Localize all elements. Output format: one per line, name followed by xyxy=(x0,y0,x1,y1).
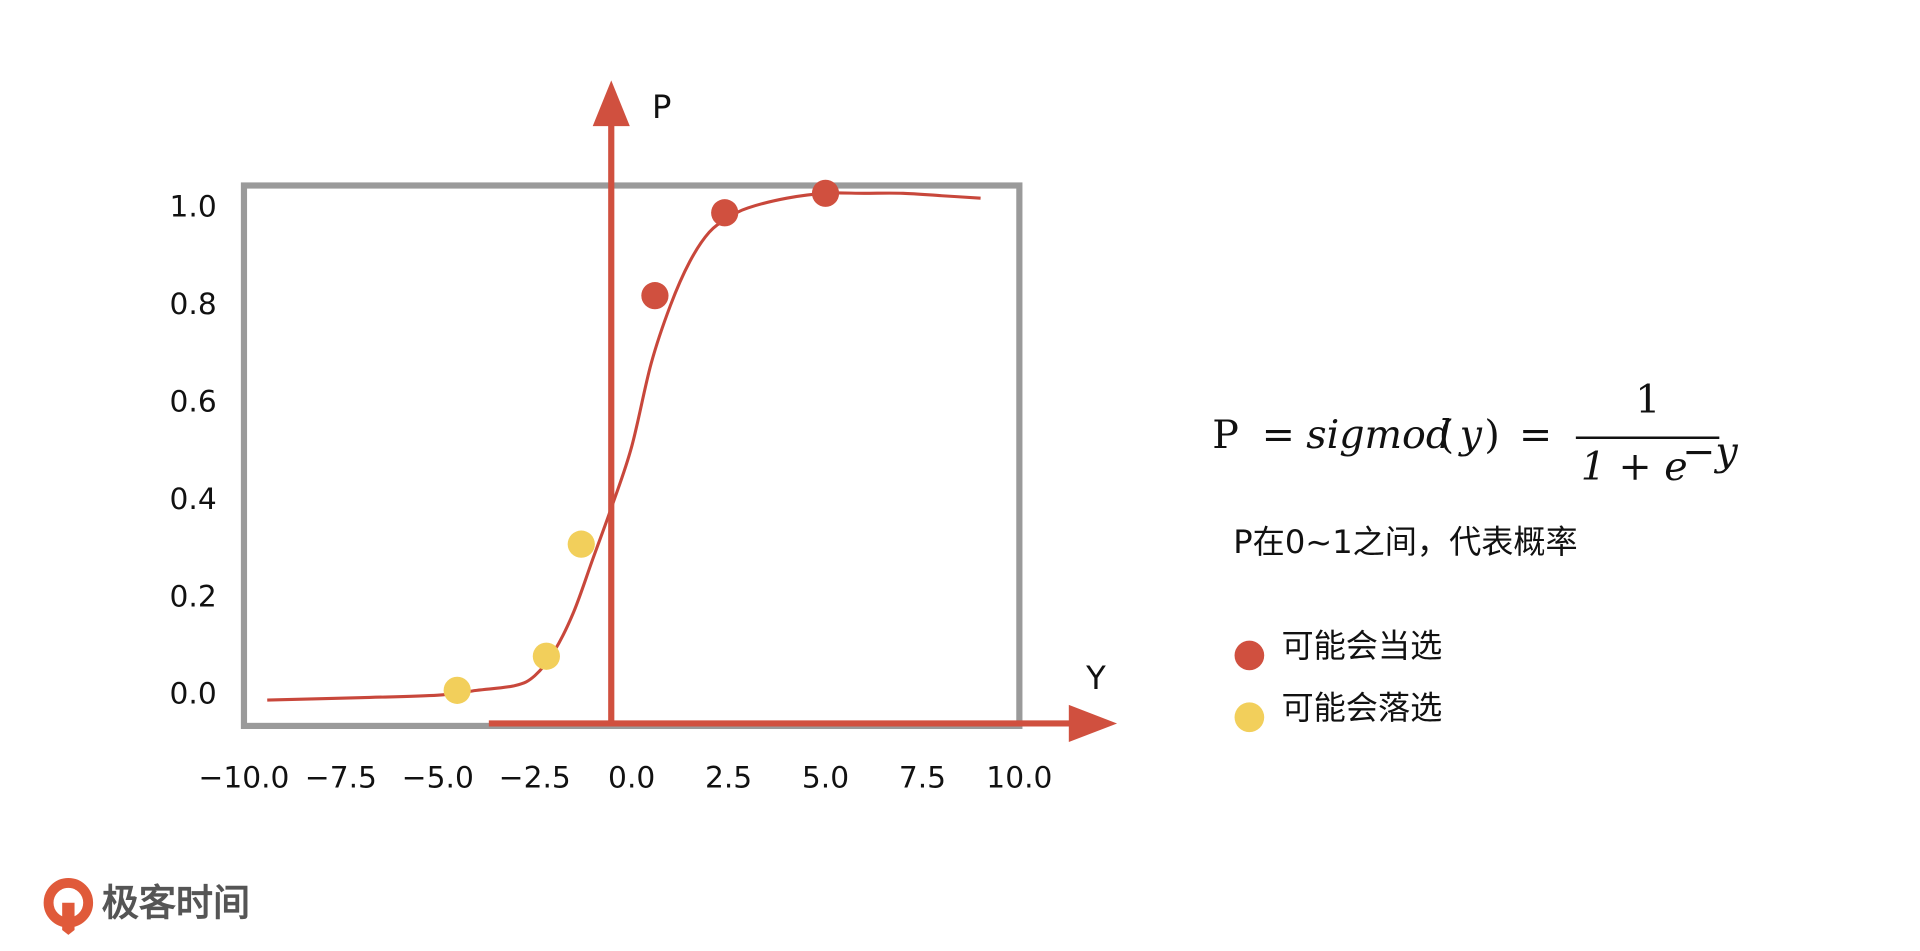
x-tick-label: −10.0 xyxy=(198,760,289,795)
legend-swatch xyxy=(1234,702,1265,733)
legend-label: 可能会当选 xyxy=(1282,627,1443,665)
formula-eq: = xyxy=(1519,412,1552,458)
data-point xyxy=(567,530,595,558)
data-point xyxy=(532,642,560,670)
logo: 极客时间 xyxy=(43,878,250,935)
formula-arg: y xyxy=(1458,412,1483,458)
legend-swatch xyxy=(1234,640,1265,671)
logo-text: 极客时间 xyxy=(102,882,250,925)
formula-paren: ( xyxy=(1439,412,1454,458)
x-tick-label: 10.0 xyxy=(986,760,1052,795)
x-axis-label: Y xyxy=(1085,659,1106,697)
x-tick-label: 0.0 xyxy=(608,760,655,795)
x-axis-arrow xyxy=(1068,704,1118,743)
x-tick-label: −2.5 xyxy=(499,760,571,795)
data-point xyxy=(811,179,840,207)
y-axis-label: P xyxy=(652,88,671,126)
formula-denominator: 1 + e xyxy=(1581,444,1688,490)
data-point xyxy=(641,282,669,310)
y-axis-arrow xyxy=(592,80,630,127)
formula: P = sigmod ( y ) = 1 1 + e −y xyxy=(1212,377,1738,490)
formula-paren: ) xyxy=(1484,412,1499,458)
logo-icon xyxy=(62,902,75,935)
y-tick-label: 0.8 xyxy=(170,286,217,321)
formula-numerator: 1 xyxy=(1635,377,1660,423)
legend-label: 可能会落选 xyxy=(1282,689,1443,727)
formula-eq: = xyxy=(1262,412,1295,458)
formula-lhs: P xyxy=(1212,412,1239,458)
y-tick-label: 1.0 xyxy=(170,188,217,223)
sigmoid-curve xyxy=(267,191,981,702)
x-tick-label: 7.5 xyxy=(899,760,946,795)
y-tick-label: 0.0 xyxy=(170,676,217,711)
plot-frame xyxy=(240,182,1023,730)
data-point xyxy=(711,199,739,227)
x-tick-label: 5.0 xyxy=(802,760,849,795)
y-tick-label: 0.6 xyxy=(170,383,217,418)
x-tick-label: −5.0 xyxy=(402,760,474,795)
y-tick-label: 0.2 xyxy=(170,578,217,613)
note: P在0~1之间，代表概率 xyxy=(1233,523,1577,561)
formula-exponent: −y xyxy=(1682,429,1738,475)
x-tick-label: −7.5 xyxy=(305,760,377,795)
formula-func: sigmod xyxy=(1306,412,1451,458)
data-point xyxy=(443,676,471,704)
y-tick-label: 0.4 xyxy=(170,481,217,516)
x-tick-label: 2.5 xyxy=(705,760,752,795)
